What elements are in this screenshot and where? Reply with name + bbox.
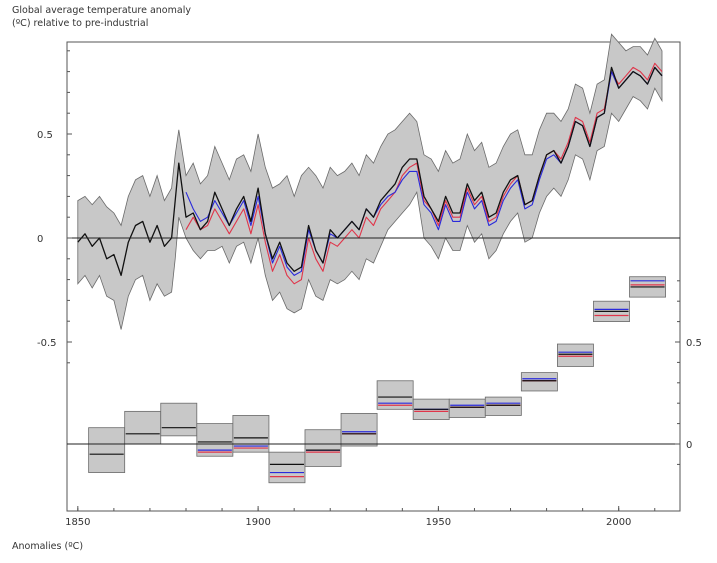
decade-box-1933 [376,380,414,410]
y-tick-label: -0.5 [37,338,57,349]
chart-title-line-2: (ºC) relative to pre-industrial [12,18,149,29]
decade-range [448,398,486,418]
uncertainty-band [77,33,663,330]
decade-box-1993 [593,300,630,323]
series-black-line [77,66,663,277]
axes-layer: -0.5 0 0.5 0 0.5 1850 1900 1950 2000 [37,50,702,528]
y2-tick-label: 0.5 [686,338,702,349]
decade-box-1853 [88,427,126,473]
plot-frame [66,41,681,512]
decade-box-1943 [412,398,450,420]
x-tick-label: 1900 [245,517,270,528]
decade-box-1983 [557,343,594,367]
decade-box-1883 [196,423,234,457]
series-layer [77,62,663,285]
decade-box-2003 [629,276,666,298]
decade-range [557,343,594,367]
decade-range [376,380,414,410]
decade-box-1953 [448,398,486,418]
decade-box-1863 [124,410,162,445]
decade-range [304,429,342,467]
y-tick-label: 0 [37,234,43,245]
decade-box-1873 [160,402,198,437]
decade-range [88,427,126,473]
decade-range [484,396,522,416]
decade-box-1913 [304,429,342,467]
decadal-panel [88,276,666,484]
y2-tick-label: 0 [686,440,692,451]
chart-title-line-1: Global average temperature anomaly [12,5,191,16]
decade-box-1893 [232,415,270,453]
decade-range [340,412,378,447]
decade-box-1963 [484,396,522,416]
decade-box-1903 [268,451,306,484]
decade-box-1923 [340,412,378,447]
y-tick-label: 0.5 [37,130,53,141]
x-tick-label: 2000 [606,517,631,528]
uncertainty-band-layer [77,33,663,330]
series-red-line [185,62,663,285]
decade-range [520,372,558,392]
decade-range [124,410,162,445]
anomalies-caption: Anomalies (ºC) [12,541,84,552]
x-tick-label: 1850 [65,517,90,528]
chart-title: Global average temperature anomaly (ºC) … [12,4,191,30]
decade-box-1973 [520,372,558,392]
decade-range [232,415,270,453]
decade-range [160,402,198,437]
x-tick-label: 1950 [426,517,451,528]
decade-range [268,451,306,484]
decade-range [196,423,234,457]
